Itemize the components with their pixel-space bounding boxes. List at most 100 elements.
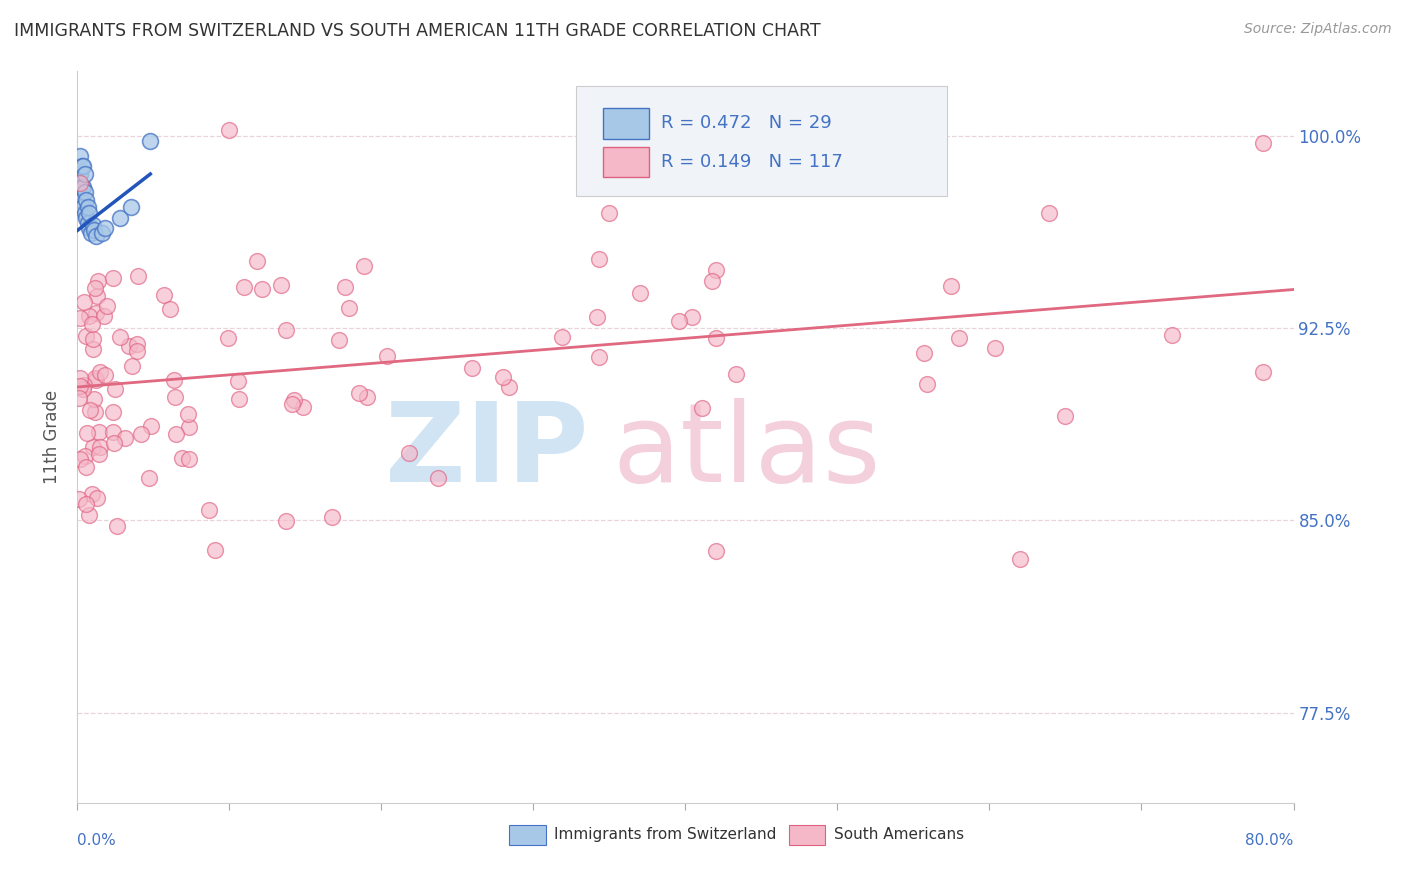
Text: ZIP: ZIP: [385, 398, 588, 505]
Point: [104, 382, 127, 396]
Point: [82, 343, 104, 357]
Bar: [509, 825, 546, 846]
Point: [204, 542, 226, 557]
Text: IMMIGRANTS FROM SWITZERLAND VS SOUTH AMERICAN 11TH GRADE CORRELATION CHART: IMMIGRANTS FROM SWITZERLAND VS SOUTH AME…: [14, 22, 821, 40]
Point: [73, 185, 96, 199]
Point: [551, 330, 574, 344]
Point: [586, 310, 609, 324]
Point: [72, 382, 94, 396]
Point: [75, 328, 97, 343]
Point: [347, 386, 370, 401]
Point: [292, 400, 315, 414]
Point: [76, 425, 98, 440]
Point: [82, 219, 104, 233]
Point: [1008, 552, 1031, 566]
Point: [108, 211, 131, 225]
Point: [67, 391, 90, 405]
Point: [321, 510, 343, 524]
Point: [72, 200, 94, 214]
Point: [270, 277, 292, 292]
Point: [337, 301, 360, 315]
Point: [353, 259, 375, 273]
Point: [77, 200, 100, 214]
Point: [941, 279, 963, 293]
Point: [129, 427, 152, 442]
Point: [588, 350, 610, 364]
Point: [79, 205, 101, 219]
Point: [232, 280, 254, 294]
Point: [107, 519, 129, 533]
Point: [177, 408, 200, 422]
Point: [103, 425, 125, 439]
Point: [328, 333, 350, 347]
Point: [93, 309, 115, 323]
Y-axis label: 11th Grade: 11th Grade: [44, 390, 62, 484]
Point: [163, 373, 186, 387]
Text: atlas: atlas: [613, 398, 882, 505]
Point: [948, 331, 970, 345]
Bar: [603, 146, 650, 178]
Point: [276, 514, 298, 528]
Point: [1054, 409, 1077, 423]
Point: [83, 223, 105, 237]
Point: [94, 368, 117, 383]
Point: [704, 262, 727, 277]
Point: [69, 149, 91, 163]
Point: [281, 397, 304, 411]
Point: [179, 451, 201, 466]
Point: [598, 205, 620, 219]
Point: [101, 270, 124, 285]
Point: [398, 446, 420, 460]
Point: [90, 226, 112, 240]
Point: [228, 392, 250, 407]
Point: [165, 390, 187, 404]
Point: [77, 508, 100, 522]
Point: [690, 401, 713, 415]
Point: [375, 349, 398, 363]
Point: [120, 200, 142, 214]
Point: [179, 419, 201, 434]
Point: [218, 123, 240, 137]
Point: [69, 167, 91, 181]
Point: [139, 419, 162, 434]
Bar: [603, 108, 650, 138]
Point: [118, 338, 141, 352]
Point: [89, 425, 111, 439]
Text: South Americans: South Americans: [834, 828, 965, 842]
Point: [73, 294, 96, 309]
Point: [84, 405, 107, 419]
Point: [460, 360, 482, 375]
Bar: [789, 825, 825, 846]
Point: [75, 450, 97, 464]
Point: [69, 176, 91, 190]
Point: [84, 306, 107, 320]
Point: [915, 376, 938, 391]
Point: [86, 373, 108, 387]
FancyBboxPatch shape: [576, 86, 946, 195]
Point: [127, 269, 149, 284]
Point: [246, 253, 269, 268]
Text: 80.0%: 80.0%: [1246, 833, 1294, 848]
Point: [1251, 365, 1274, 379]
Point: [628, 286, 651, 301]
Point: [1251, 136, 1274, 151]
Point: [75, 193, 97, 207]
Point: [110, 330, 132, 344]
Point: [75, 497, 97, 511]
Text: R = 0.149   N = 117: R = 0.149 N = 117: [661, 153, 844, 171]
Point: [69, 379, 91, 393]
Point: [984, 341, 1007, 355]
Point: [114, 431, 136, 445]
Point: [75, 211, 97, 225]
Point: [704, 544, 727, 558]
Point: [72, 179, 94, 194]
Point: [70, 159, 93, 173]
Point: [79, 221, 101, 235]
Point: [198, 503, 221, 517]
Point: [217, 331, 239, 345]
Point: [125, 343, 148, 358]
Point: [588, 252, 610, 266]
Text: Source: ZipAtlas.com: Source: ZipAtlas.com: [1244, 22, 1392, 37]
Point: [139, 134, 162, 148]
Point: [96, 299, 118, 313]
